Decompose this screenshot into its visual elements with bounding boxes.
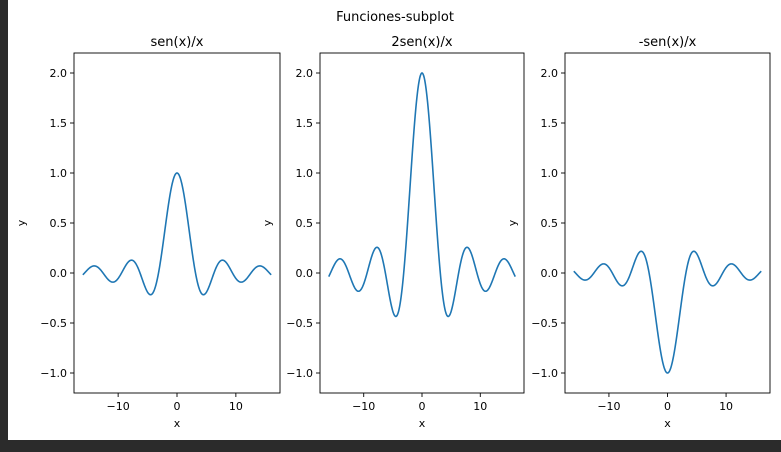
y-tick-label: 0.5 bbox=[50, 217, 68, 230]
subplot-title: sen(x)/x bbox=[151, 35, 204, 50]
x-tick-label: 0 bbox=[664, 400, 671, 413]
axes-frame bbox=[73, 52, 281, 394]
subplot-1: sen(x)/x −10 0 10 −1.0 −0.5 0.0 0.5 1.0 1.5 2.0 x y bbox=[15, 35, 281, 430]
x-tick-label: 0 bbox=[174, 400, 181, 413]
y-tick-label: 1.5 bbox=[541, 117, 559, 130]
y-axis-label: y bbox=[261, 219, 274, 226]
y-tick-label: 1.5 bbox=[296, 117, 314, 130]
y-tick-label: 1.0 bbox=[50, 167, 68, 180]
x-tick-label: 10 bbox=[473, 400, 487, 413]
y-tick-label: 1.5 bbox=[50, 117, 68, 130]
subplot-title: -sen(x)/x bbox=[639, 35, 697, 50]
y-tick-label: 2.0 bbox=[50, 67, 68, 80]
x-axis-label: x bbox=[174, 417, 181, 430]
y-tick-label: −0.5 bbox=[286, 317, 313, 330]
y-tick-label: 2.0 bbox=[296, 67, 314, 80]
x-tick-label: −10 bbox=[107, 400, 130, 413]
y-tick-label: −1.0 bbox=[531, 367, 558, 380]
series-line bbox=[82, 172, 272, 296]
x-tick-label: −10 bbox=[597, 400, 620, 413]
x-axis-label: x bbox=[664, 417, 671, 430]
y-tick-label: 0.0 bbox=[541, 267, 559, 280]
y-tick-label: 2.0 bbox=[541, 67, 559, 80]
x-tick-label: −10 bbox=[352, 400, 375, 413]
x-tick-label: 0 bbox=[419, 400, 426, 413]
y-tick-label: 0.0 bbox=[296, 267, 314, 280]
x-axis-label: x bbox=[419, 417, 426, 430]
y-tick-label: 0.5 bbox=[296, 217, 314, 230]
y-tick-label: −1.0 bbox=[40, 367, 67, 380]
subplot-2: 2sen(x)/x −10 0 10 −1.0 −0.5 0.0 0.5 1.0 1.5 2.0 x y bbox=[261, 35, 525, 430]
series-line bbox=[573, 250, 762, 374]
y-tick-label: −0.5 bbox=[531, 317, 558, 330]
subplot-3: -sen(x)/x −10 0 10 −1.0 −0.5 0.0 0.5 1.0 1.5 2.0 x y bbox=[506, 35, 771, 430]
x-tick-label: 10 bbox=[229, 400, 243, 413]
figure-suptitle: Funciones-subplot bbox=[336, 10, 454, 25]
subplot-figure: Funciones-subplot sen(x)/x −10 0 10 −1.0 −0.5… bbox=[15, 10, 771, 430]
axes-frame bbox=[564, 52, 771, 394]
figure-canvas: Funciones-subplot sen(x)/x −10 0 10 −1.0 −0.5… bbox=[8, 0, 781, 440]
series-line bbox=[328, 72, 516, 318]
y-axis-label: y bbox=[15, 219, 28, 226]
y-tick-label: −0.5 bbox=[40, 317, 67, 330]
y-tick-label: −1.0 bbox=[286, 367, 313, 380]
x-tick-label: 10 bbox=[719, 400, 733, 413]
y-axis-label: y bbox=[506, 219, 519, 226]
y-tick-label: 0.0 bbox=[50, 267, 68, 280]
y-tick-label: 1.0 bbox=[541, 167, 559, 180]
y-tick-label: 1.0 bbox=[296, 167, 314, 180]
subplot-title: 2sen(x)/x bbox=[391, 35, 452, 50]
axes-frame bbox=[319, 52, 525, 394]
y-tick-label: 0.5 bbox=[541, 217, 559, 230]
